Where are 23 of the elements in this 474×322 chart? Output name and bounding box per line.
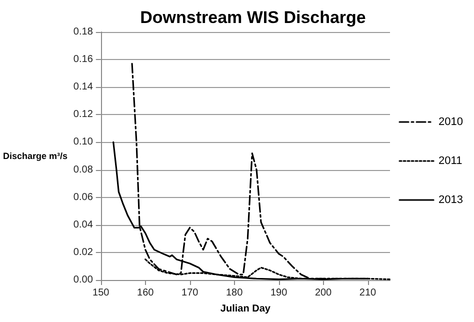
y-tick-label: 0.08 — [73, 164, 94, 176]
legend-label: 2011 — [438, 155, 462, 167]
legend-label: 2013 — [438, 194, 464, 206]
x-tick-label: 190 — [270, 288, 288, 298]
y-tick-label: 0.06 — [73, 192, 94, 203]
x-tick-label: 170 — [182, 288, 199, 298]
y-tick-label: 0.14 — [73, 82, 94, 93]
y-axis-title: Discharge m³/s — [2, 151, 68, 161]
y-tick-label: 0.18 — [73, 26, 94, 38]
legend-label: 2010 — [438, 116, 464, 128]
y-tick-label: 0.04 — [73, 219, 94, 230]
y-tick-label: 0.10 — [73, 136, 94, 148]
y-tick-label: 0.02 — [73, 246, 94, 258]
x-tick-label: 180 — [226, 288, 244, 298]
x-tick-label: 210 — [359, 288, 377, 298]
y-tick-label: 0.00 — [73, 274, 94, 286]
x-tick-label: 160 — [137, 288, 154, 298]
x-tick-label: 200 — [314, 288, 332, 298]
chart-title: Downstream WIS Discharge — [140, 8, 366, 27]
x-axis-title: Julian Day — [220, 304, 271, 314]
y-tick-label: 0.12 — [73, 109, 94, 120]
y-tick-label: 0.16 — [73, 54, 94, 66]
x-tick-label: 150 — [92, 288, 110, 298]
